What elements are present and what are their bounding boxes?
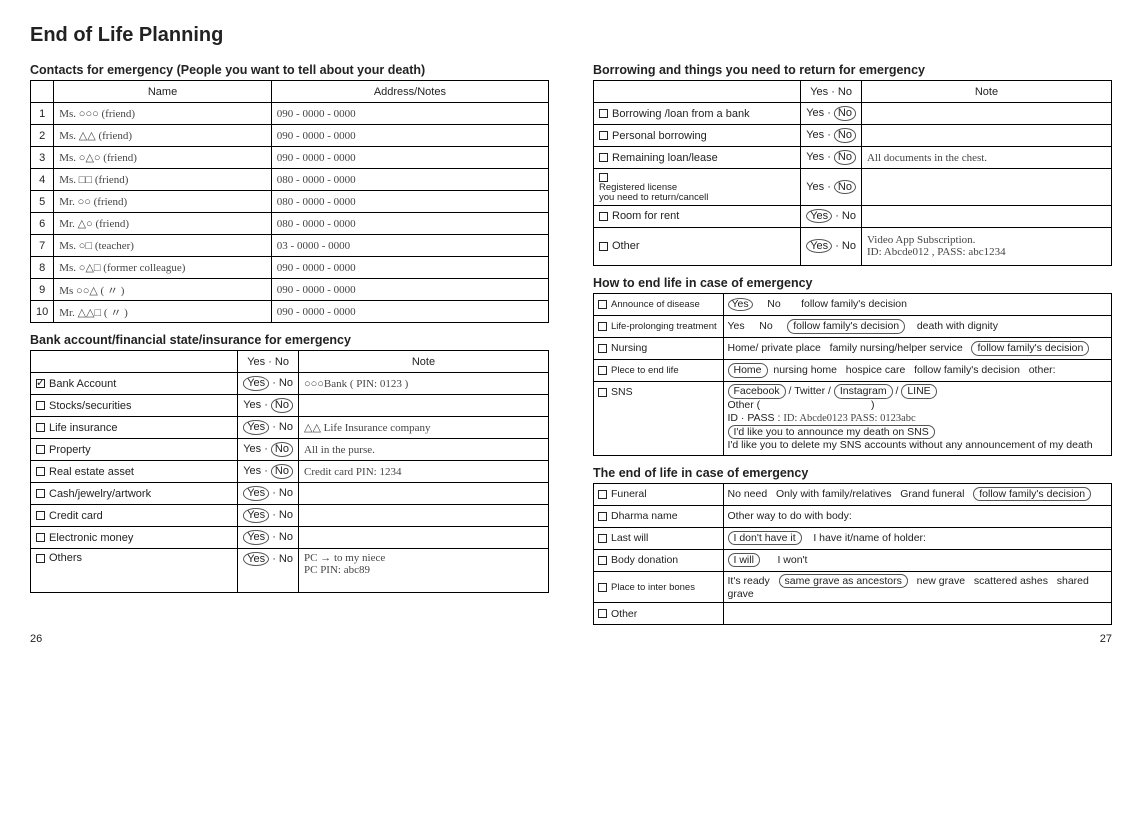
contact-addr: 090 - 0000 - 0000 — [271, 279, 548, 301]
bank-note: All in the purse. — [298, 439, 548, 461]
contact-addr: 090 - 0000 - 0000 — [271, 147, 548, 169]
table-row: Place to inter bones It's ready same gra… — [594, 571, 1112, 603]
table-row: 10Mr. △△□ ( 〃 )090 - 0000 - 0000 — [31, 301, 549, 323]
contact-addr: 080 - 0000 - 0000 — [271, 191, 548, 213]
table-row: 4Ms. □□ (friend)080 - 0000 - 0000 — [31, 169, 549, 191]
contact-name: Ms. ○△□ (former colleague) — [54, 257, 272, 279]
borrow-h-yn: Yes · No — [801, 81, 862, 103]
borrow-note — [861, 169, 1111, 206]
contacts-h-name: Name — [54, 81, 272, 103]
contact-name: Mr. ○○ (friend) — [54, 191, 272, 213]
table-row: Announce of disease Yes No follow family… — [594, 293, 1112, 315]
bank-note: △△ Life Insurance company — [298, 417, 548, 439]
table-row: Other — [594, 603, 1112, 625]
contact-name: Mr. △○ (friend) — [54, 213, 272, 235]
left-column: Contacts for emergency (People you want … — [30, 53, 549, 625]
contact-name: Ms. ○□ (teacher) — [54, 235, 272, 257]
bank-note — [298, 483, 548, 505]
table-row: Borrowing /loan from a bankYes · No — [594, 103, 1112, 125]
table-row: 6Mr. △○ (friend)080 - 0000 - 0000 — [31, 213, 549, 235]
contact-addr: 03 - 0000 - 0000 — [271, 235, 548, 257]
contact-addr: 090 - 0000 - 0000 — [271, 125, 548, 147]
bank-note — [298, 395, 548, 417]
contact-addr: 080 - 0000 - 0000 — [271, 169, 548, 191]
table-row: Registered licenseyou need to return/can… — [594, 169, 1112, 206]
bank-note: PC → to my niecePC PIN: abc89 — [298, 549, 548, 593]
contact-addr: 080 - 0000 - 0000 — [271, 213, 548, 235]
table-row: 3Ms. ○△○ (friend)090 - 0000 - 0000 — [31, 147, 549, 169]
endlife-table: Funeral No need Only with family/relativ… — [593, 483, 1112, 626]
contacts-title: Contacts for emergency (People you want … — [30, 63, 549, 77]
bank-note: Credit card PIN: 1234 — [298, 461, 548, 483]
table-row: Last will I don't have it I have it/name… — [594, 527, 1112, 549]
table-row: PropertyYes · NoAll in the purse. — [31, 439, 549, 461]
table-row: Life insuranceYes · No△△ Life Insurance … — [31, 417, 549, 439]
table-row: 1Ms. ○○○ (friend)090 - 0000 - 0000 — [31, 103, 549, 125]
table-row: Real estate assetYes · NoCredit card PIN… — [31, 461, 549, 483]
table-row: Body donation I will I won't — [594, 549, 1112, 571]
borrow-title: Borrowing and things you need to return … — [593, 63, 1112, 77]
table-row: Electronic moneyYes · No — [31, 527, 549, 549]
table-row: SNS Facebook / Twitter / Instagram / LIN… — [594, 381, 1112, 455]
page-num-right: 27 — [1100, 633, 1112, 645]
table-row: Nursing Home/ private place family nursi… — [594, 337, 1112, 359]
contact-name: Mr. △△□ ( 〃 ) — [54, 301, 272, 323]
table-row: Personal borrowingYes · No — [594, 125, 1112, 147]
table-row: Funeral No need Only with family/relativ… — [594, 483, 1112, 505]
bank-table: Yes · No Note Bank AccountYes · No○○○Ban… — [30, 350, 549, 593]
borrow-note — [861, 205, 1111, 227]
contact-name: Ms ○○△ ( 〃 ) — [54, 279, 272, 301]
contact-addr: 090 - 0000 - 0000 — [271, 301, 548, 323]
borrow-h-note: Note — [861, 81, 1111, 103]
table-row: OthersYes · NoPC → to my niecePC PIN: ab… — [31, 549, 549, 593]
contact-name: Ms. □□ (friend) — [54, 169, 272, 191]
table-row: Room for rentYes · No — [594, 205, 1112, 227]
right-column: Borrowing and things you need to return … — [593, 53, 1112, 625]
contacts-table: Name Address/Notes 1Ms. ○○○ (friend)090 … — [30, 80, 549, 323]
table-row: Life-prolonging treatment Yes No follow … — [594, 315, 1112, 337]
table-row: OtherYes · NoVideo App Subscription.ID: … — [594, 227, 1112, 265]
table-row: Remaining loan/leaseYes · NoAll document… — [594, 147, 1112, 169]
borrow-note — [861, 103, 1111, 125]
bank-note: ○○○Bank ( PIN: 0123 ) — [298, 373, 548, 395]
howend-title: How to end life in case of emergency — [593, 276, 1112, 290]
page-num-left: 26 — [30, 633, 42, 645]
table-row: Dharma name Other way to do with body: — [594, 505, 1112, 527]
endlife-title: The end of life in case of emergency — [593, 466, 1112, 480]
table-row: 2Ms. △△ (friend)090 - 0000 - 0000 — [31, 125, 549, 147]
table-row: Plece to end life Home nursing home hosp… — [594, 359, 1112, 381]
borrow-note: All documents in the chest. — [861, 147, 1111, 169]
bank-note — [298, 505, 548, 527]
bank-h-note: Note — [298, 351, 548, 373]
bank-title: Bank account/financial state/insurance f… — [30, 333, 549, 347]
contact-name: Ms. △△ (friend) — [54, 125, 272, 147]
bank-h-yn: Yes · No — [238, 351, 299, 373]
howend-table: Announce of disease Yes No follow family… — [593, 293, 1112, 456]
table-row: Cash/jewelry/artworkYes · No — [31, 483, 549, 505]
contact-addr: 090 - 0000 - 0000 — [271, 257, 548, 279]
table-row: 5Mr. ○○ (friend)080 - 0000 - 0000 — [31, 191, 549, 213]
contacts-h-addr: Address/Notes — [271, 81, 548, 103]
table-row: Bank AccountYes · No○○○Bank ( PIN: 0123 … — [31, 373, 549, 395]
borrow-note: Video App Subscription.ID: Abcde012 , PA… — [861, 227, 1111, 265]
contact-name: Ms. ○○○ (friend) — [54, 103, 272, 125]
contact-name: Ms. ○△○ (friend) — [54, 147, 272, 169]
page-title: End of Life Planning — [30, 24, 1112, 47]
table-row: 7Ms. ○□ (teacher)03 - 0000 - 0000 — [31, 235, 549, 257]
contact-addr: 090 - 0000 - 0000 — [271, 103, 548, 125]
borrow-table: Yes · No Note Borrowing /loan from a ban… — [593, 80, 1112, 266]
table-row: 8Ms. ○△□ (former colleague)090 - 0000 - … — [31, 257, 549, 279]
table-row: Credit cardYes · No — [31, 505, 549, 527]
table-row: 9Ms ○○△ ( 〃 )090 - 0000 - 0000 — [31, 279, 549, 301]
borrow-note — [861, 125, 1111, 147]
bank-note — [298, 527, 548, 549]
table-row: Stocks/securitiesYes · No — [31, 395, 549, 417]
